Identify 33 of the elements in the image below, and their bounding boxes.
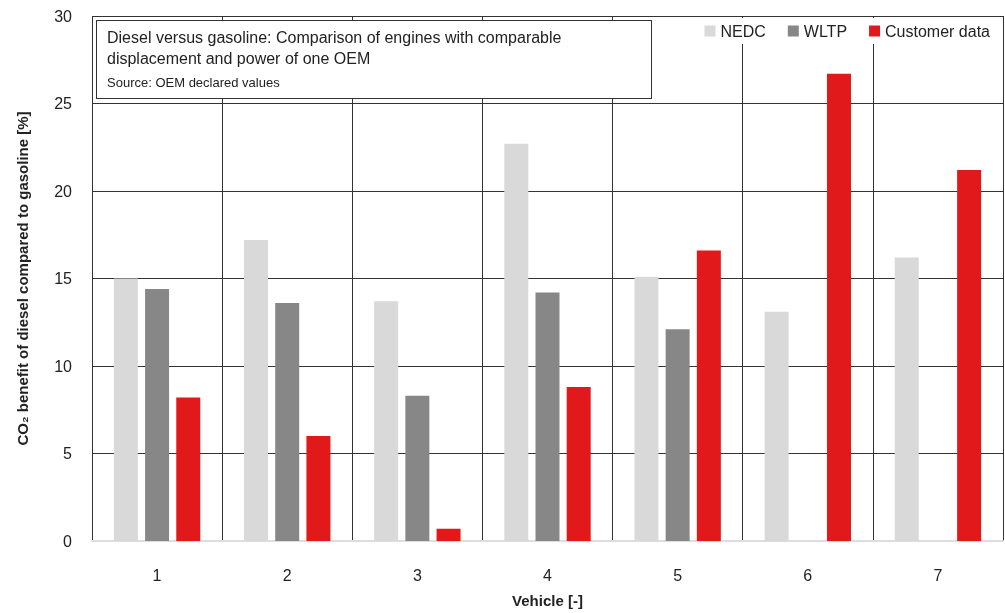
- y-tick-label: 25: [54, 95, 73, 112]
- bar: [436, 528, 461, 541]
- legend-label: NEDC: [720, 22, 766, 40]
- y-tick-label: 5: [63, 445, 73, 462]
- bar: [665, 329, 690, 541]
- y-tick-label: 30: [54, 7, 73, 25]
- x-tick-label: 2: [282, 566, 292, 584]
- y-tick-label: 15: [54, 270, 73, 287]
- bar: [405, 395, 430, 541]
- bar: [535, 292, 560, 541]
- x-axis-title: Vehicle [-]: [512, 592, 583, 609]
- y-tick-label: 10: [54, 357, 73, 375]
- x-tick-label: 7: [933, 566, 943, 584]
- y-tick-label: 20: [54, 182, 73, 200]
- bar: [275, 303, 300, 541]
- note-box: Diesel versus gasoline: Comparison of engines with comparable displacement and power of one OEM Source: OEM declared values: [96, 20, 652, 99]
- x-tick-label: 5: [673, 566, 683, 584]
- x-tick-label: 4: [543, 566, 553, 584]
- x-tick-label: 1: [152, 566, 162, 584]
- bar: [696, 250, 721, 541]
- legend-label: Customer data: [885, 22, 991, 40]
- x-tick-label: 6: [803, 566, 813, 584]
- x-tick-label: 3: [412, 566, 422, 584]
- bar: [826, 73, 851, 541]
- legend-label: WLTP: [803, 22, 848, 40]
- bar: [176, 397, 201, 541]
- bar: [957, 170, 982, 541]
- y-axis-title: CO₂ benefit of diesel compared to gasoline [%]: [14, 111, 31, 446]
- bar: [145, 289, 170, 541]
- annotation: Source: OEM declared values: [107, 75, 281, 90]
- bar: [566, 387, 591, 541]
- y-tick-label: 0: [63, 532, 73, 550]
- bar: [306, 436, 331, 541]
